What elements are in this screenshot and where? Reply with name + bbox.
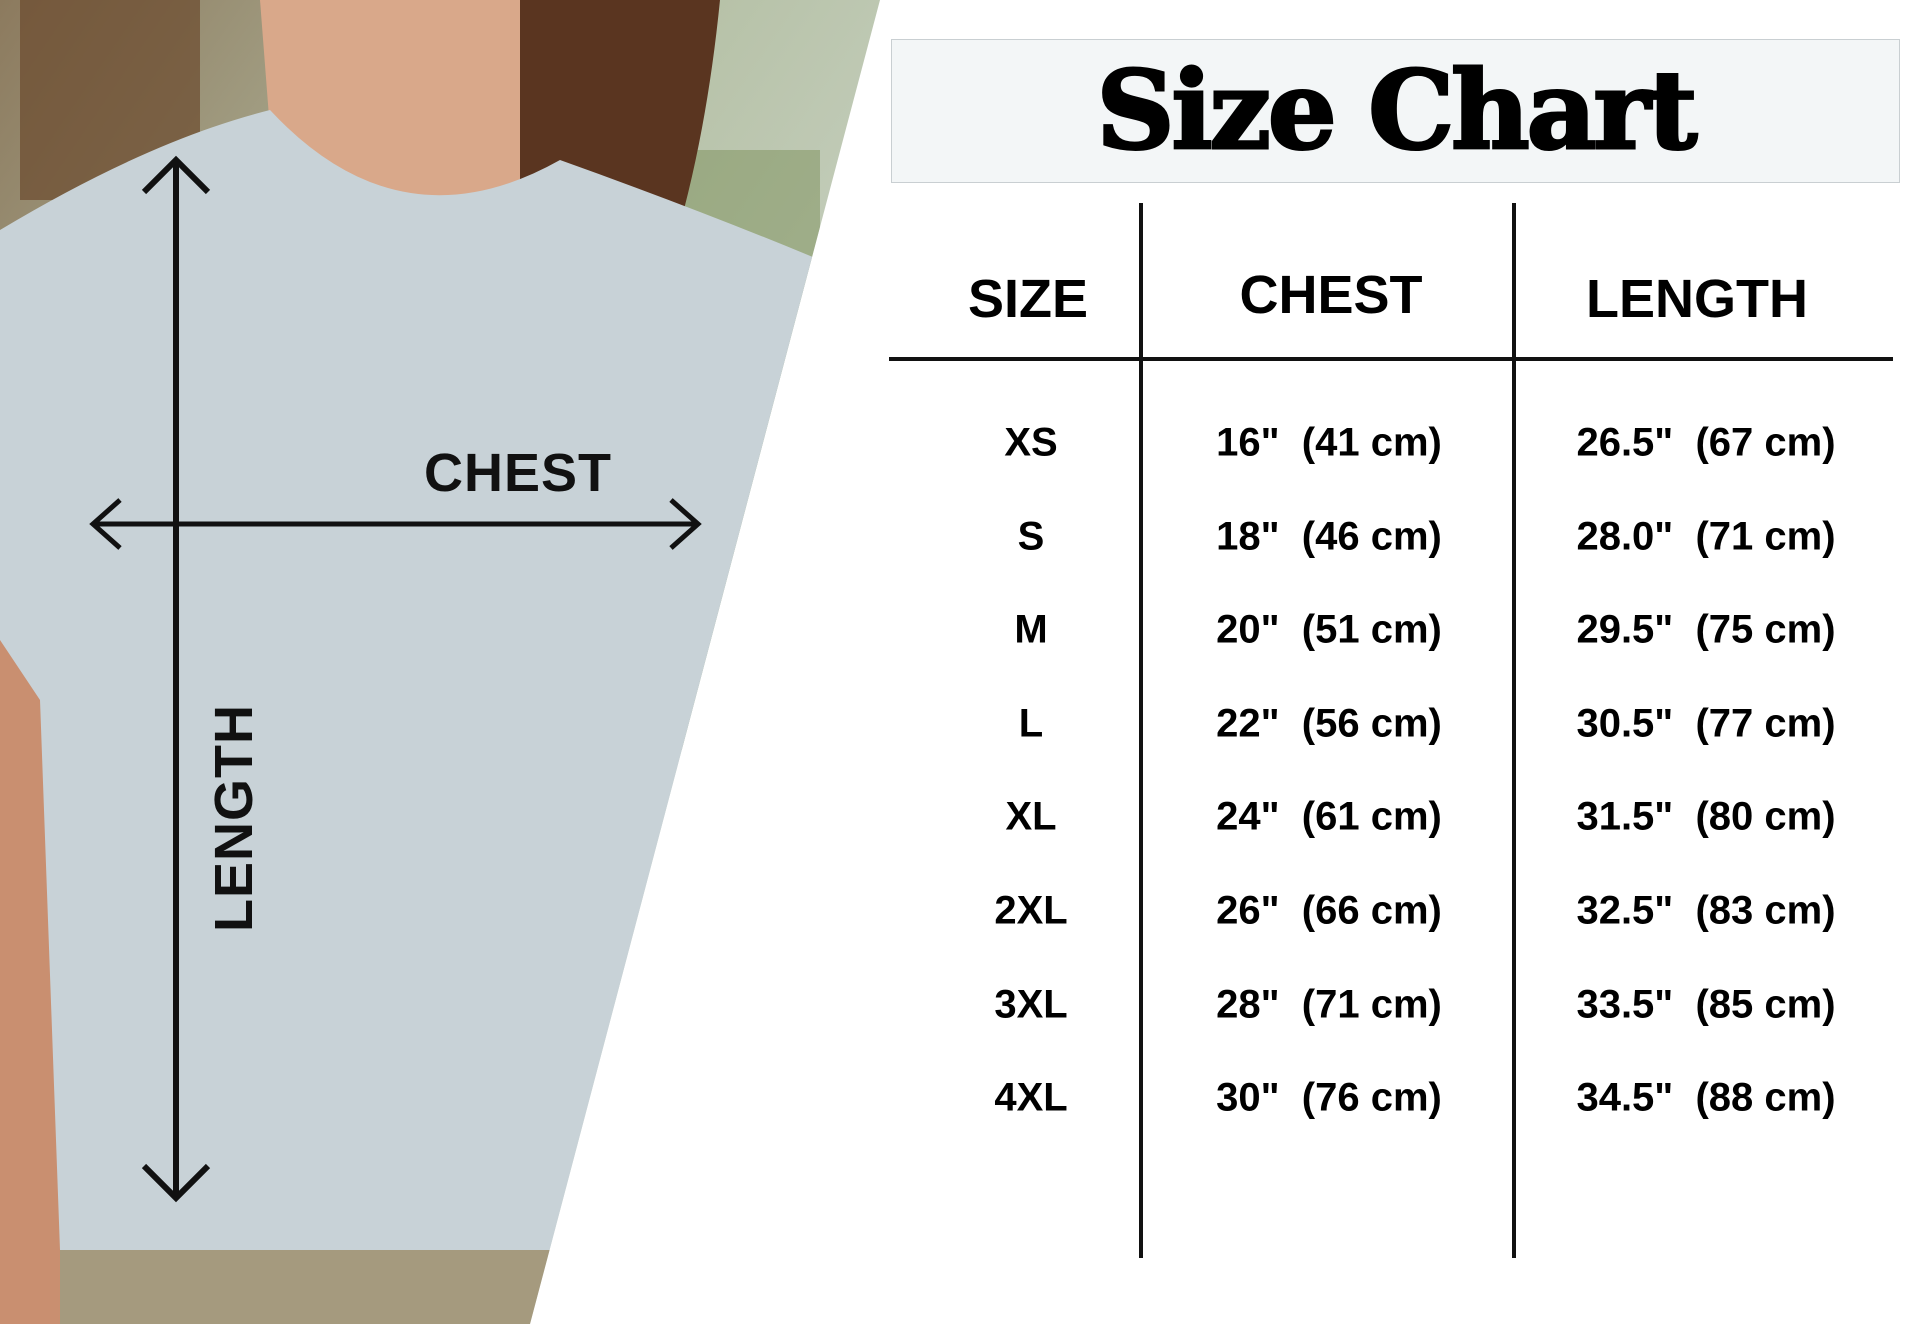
cell-length: 31.5" (80 cm) xyxy=(1576,794,1836,839)
chest-arrow xyxy=(89,498,702,550)
page-title: Size Chart xyxy=(1095,47,1699,176)
cell-length: 26.5" (67 cm) xyxy=(1576,420,1836,465)
cell-length: 30.5" (77 cm) xyxy=(1576,701,1836,746)
cell-length: 33.5" (85 cm) xyxy=(1576,982,1836,1027)
cell-chest: 28" (71 cm) xyxy=(1216,982,1442,1027)
cell-chest: 20" (51 cm) xyxy=(1216,607,1442,652)
cell-size: 4XL xyxy=(994,1075,1068,1120)
cell-size: XS xyxy=(1004,420,1058,465)
cell-chest: 18" (46 cm) xyxy=(1216,514,1442,559)
column-divider xyxy=(1512,203,1516,1258)
chest-label: CHEST xyxy=(424,443,613,503)
header-chest: CHEST xyxy=(1239,265,1423,325)
cell-chest: 24" (61 cm) xyxy=(1216,794,1442,839)
cell-size: XL xyxy=(1005,794,1057,839)
cell-size: S xyxy=(1017,514,1045,559)
cell-length: 32.5" (83 cm) xyxy=(1576,888,1836,933)
cell-chest: 16" (41 cm) xyxy=(1216,420,1442,465)
header-length: LENGTH xyxy=(1586,269,1808,329)
cell-length: 29.5" (75 cm) xyxy=(1576,607,1836,652)
cell-length: 34.5" (88 cm) xyxy=(1576,1075,1836,1120)
length-label: LENGTH xyxy=(204,704,264,932)
cell-size: 3XL xyxy=(994,982,1068,1027)
length-arrow xyxy=(141,155,211,1203)
cell-chest: 22" (56 cm) xyxy=(1216,701,1442,746)
column-divider xyxy=(1139,203,1143,1258)
header-divider xyxy=(889,357,1893,361)
header-size: SIZE xyxy=(967,269,1089,329)
cell-size: 2XL xyxy=(994,888,1068,933)
cell-chest: 26" (66 cm) xyxy=(1216,888,1442,933)
title-banner: Size Chart xyxy=(891,39,1900,183)
cell-size: M xyxy=(1014,607,1048,652)
cell-length: 28.0" (71 cm) xyxy=(1576,514,1836,559)
t-shirt xyxy=(0,110,820,1250)
cell-chest: 30" (76 cm) xyxy=(1216,1075,1442,1120)
cell-size: L xyxy=(1018,701,1044,746)
